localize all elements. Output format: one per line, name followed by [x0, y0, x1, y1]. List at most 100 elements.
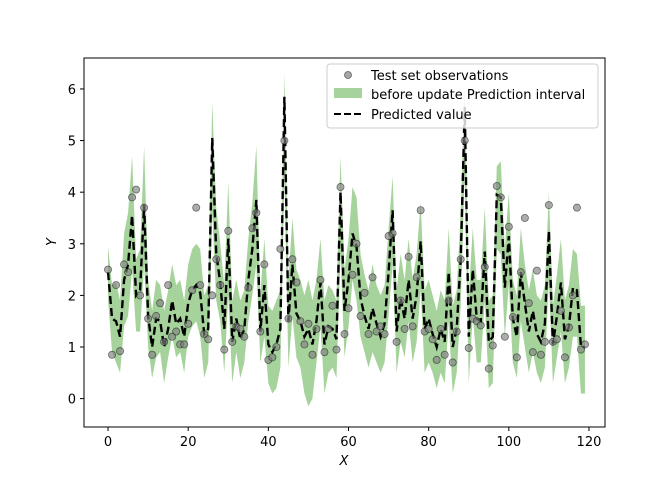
observation-point	[140, 203, 149, 212]
observation-point	[436, 324, 445, 333]
observation-point	[344, 304, 353, 313]
y-tick-label: 6	[68, 83, 76, 98]
observation-point	[300, 340, 309, 349]
x-axis-label: X	[339, 454, 350, 469]
observation-point	[136, 291, 145, 300]
y-tick-label: 0	[68, 393, 76, 408]
observation-point	[440, 350, 449, 359]
observation-point	[564, 323, 573, 332]
observation-point	[488, 341, 497, 350]
observation-point	[448, 358, 457, 367]
x-tick-label: 60	[340, 435, 357, 450]
legend-label-predicted: Predicted value	[371, 108, 472, 123]
legend-interval-swatch	[334, 88, 362, 98]
observation-point	[456, 255, 465, 264]
observation-point	[404, 252, 413, 261]
y-axis-label: Y	[45, 237, 60, 246]
observation-point	[556, 306, 565, 315]
observation-point	[500, 332, 509, 341]
observation-point	[528, 348, 537, 357]
observation-point	[160, 337, 169, 346]
observation-point	[224, 226, 233, 235]
y-tick-label: 5	[68, 135, 76, 150]
observation-point	[568, 291, 577, 300]
legend-label-interval: before update Prediction interval	[371, 88, 585, 103]
observation-point	[184, 319, 193, 328]
observation-point	[248, 224, 257, 233]
observation-point	[368, 273, 377, 282]
observation-point	[252, 208, 261, 217]
observation-point	[496, 193, 505, 202]
observation-point	[180, 340, 189, 349]
x-tick-label: 120	[577, 435, 602, 450]
observation-point	[312, 324, 321, 333]
observation-point	[460, 136, 469, 145]
observation-point	[144, 314, 153, 323]
observation-point	[128, 193, 137, 202]
plot-frame	[83, 57, 606, 428]
observation-point	[316, 275, 325, 284]
observation-point	[464, 344, 473, 353]
observation-point	[348, 270, 357, 279]
observation-point	[200, 330, 209, 339]
predicted-line-layer	[106, 96, 585, 355]
observation-point	[324, 324, 333, 333]
observation-point	[216, 281, 225, 290]
observation-point	[308, 350, 317, 359]
observation-point	[424, 324, 433, 333]
x-tick-label: 40	[260, 435, 277, 450]
observation-point	[340, 330, 349, 339]
observation-point	[288, 255, 297, 264]
observation-point	[516, 268, 525, 277]
y-tick-label: 2	[68, 289, 76, 304]
observation-point	[276, 244, 285, 253]
observation-point	[372, 327, 381, 336]
observation-point	[112, 281, 121, 290]
observation-point	[388, 229, 397, 238]
observation-point	[192, 203, 201, 212]
observation-point	[336, 183, 345, 192]
legend-observation-marker	[344, 71, 352, 79]
x-ticks: 0 20 40 60 80 100 120	[104, 427, 601, 450]
observation-point	[580, 340, 589, 349]
observation-point	[256, 327, 265, 336]
observation-point	[452, 327, 461, 336]
observation-point	[520, 213, 529, 222]
observation-point	[104, 265, 113, 274]
observation-point	[576, 345, 585, 354]
observation-point	[492, 181, 501, 190]
observation-point	[164, 281, 173, 290]
observation-point	[208, 291, 217, 300]
observation-point	[392, 337, 401, 346]
observation-point	[400, 324, 409, 333]
observation-point	[484, 364, 493, 373]
observation-point	[188, 286, 197, 295]
observation-point	[380, 330, 389, 339]
y-tick-label: 4	[68, 186, 76, 201]
x-tick-label: 100	[496, 435, 521, 450]
observation-point	[260, 260, 269, 269]
observation-point	[328, 301, 337, 310]
observation-point	[560, 353, 569, 362]
observation-point	[524, 299, 533, 308]
observation-point	[504, 222, 513, 231]
x-tick-label: 80	[420, 435, 437, 450]
observation-point	[544, 201, 553, 210]
observation-point	[280, 136, 289, 145]
observation-point	[196, 281, 205, 290]
observation-point	[512, 353, 521, 362]
observation-point	[152, 312, 161, 321]
observation-point	[396, 296, 405, 305]
observation-point	[332, 345, 341, 354]
y-tick-label: 3	[68, 238, 76, 253]
x-tick-label: 20	[180, 435, 197, 450]
observation-point	[124, 268, 133, 277]
observation-point	[536, 350, 545, 359]
observation-point	[268, 353, 277, 362]
observation-point	[432, 355, 441, 364]
observation-point	[320, 348, 329, 357]
legend: Test set observations before update Pred…	[326, 63, 599, 129]
observation-point	[572, 203, 581, 212]
observation-point	[220, 345, 229, 354]
observation-points-layer	[104, 136, 589, 373]
